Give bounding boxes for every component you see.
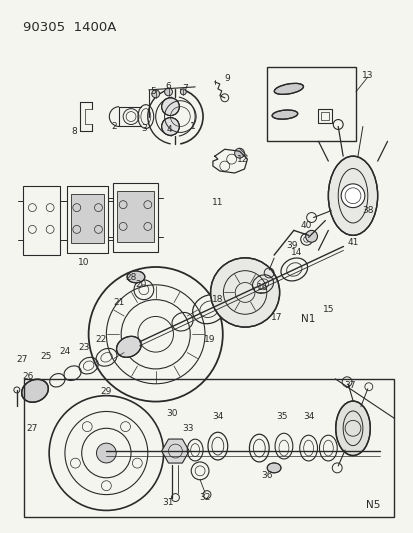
Text: N1: N1 <box>301 314 315 325</box>
Text: 36: 36 <box>261 471 272 480</box>
Circle shape <box>161 118 179 135</box>
Text: 6: 6 <box>165 83 171 91</box>
Bar <box>318 109 332 123</box>
Text: 27: 27 <box>17 354 28 364</box>
Text: 14: 14 <box>290 248 302 257</box>
Text: 19: 19 <box>204 335 215 344</box>
Text: 90305  1400A: 90305 1400A <box>22 21 116 34</box>
Text: 30: 30 <box>166 409 178 418</box>
Ellipse shape <box>266 463 280 473</box>
Ellipse shape <box>21 379 48 402</box>
Text: 39: 39 <box>285 241 297 250</box>
Text: 2: 2 <box>111 122 117 131</box>
Text: 17: 17 <box>271 313 282 322</box>
Bar <box>71 194 104 243</box>
Text: 18: 18 <box>211 295 223 304</box>
Text: 21: 21 <box>113 298 125 307</box>
Text: 32: 32 <box>199 493 210 502</box>
Text: 33: 33 <box>182 424 194 433</box>
Text: 16: 16 <box>256 283 267 292</box>
Text: 29: 29 <box>100 387 112 396</box>
Circle shape <box>152 90 159 98</box>
Ellipse shape <box>335 401 369 456</box>
Ellipse shape <box>271 110 297 119</box>
Ellipse shape <box>116 336 141 357</box>
Text: 35: 35 <box>275 412 287 421</box>
Text: 10: 10 <box>78 257 89 266</box>
Circle shape <box>305 230 317 243</box>
Bar <box>117 191 153 243</box>
Text: 7: 7 <box>182 84 188 93</box>
Ellipse shape <box>127 271 145 283</box>
Text: 11: 11 <box>211 198 223 207</box>
Circle shape <box>340 184 364 208</box>
Bar <box>24 379 394 518</box>
Text: 31: 31 <box>162 498 174 507</box>
Text: 13: 13 <box>361 70 373 79</box>
Text: 25: 25 <box>40 352 52 360</box>
Text: 8: 8 <box>71 127 76 136</box>
Text: 12: 12 <box>236 155 248 164</box>
Text: 38: 38 <box>361 206 373 215</box>
Text: 34: 34 <box>211 412 223 421</box>
Circle shape <box>234 148 244 158</box>
Text: 5: 5 <box>150 87 155 96</box>
Text: 9: 9 <box>224 75 230 84</box>
Text: 40: 40 <box>300 221 311 230</box>
Bar <box>113 183 157 252</box>
Circle shape <box>96 443 116 463</box>
Circle shape <box>210 258 279 327</box>
Text: 41: 41 <box>347 238 358 247</box>
Text: 23: 23 <box>78 343 89 352</box>
Ellipse shape <box>274 83 303 94</box>
Bar <box>22 186 60 255</box>
Circle shape <box>180 89 186 95</box>
Circle shape <box>161 98 179 116</box>
Text: 24: 24 <box>59 346 70 356</box>
Text: 34: 34 <box>302 412 313 421</box>
Text: N5: N5 <box>365 500 379 511</box>
Circle shape <box>164 88 172 96</box>
Bar <box>266 67 355 141</box>
Text: 26: 26 <box>23 373 34 381</box>
Text: 27: 27 <box>26 424 38 433</box>
Text: 15: 15 <box>322 305 333 314</box>
Text: 20: 20 <box>135 280 146 289</box>
Text: 22: 22 <box>95 335 107 344</box>
Text: 37: 37 <box>344 381 355 390</box>
Text: 3: 3 <box>141 124 146 133</box>
Text: 28: 28 <box>125 273 136 282</box>
Ellipse shape <box>328 156 377 236</box>
Text: 4: 4 <box>166 125 172 134</box>
Bar <box>67 186 108 253</box>
Text: 1: 1 <box>190 122 196 131</box>
Bar <box>320 111 328 119</box>
